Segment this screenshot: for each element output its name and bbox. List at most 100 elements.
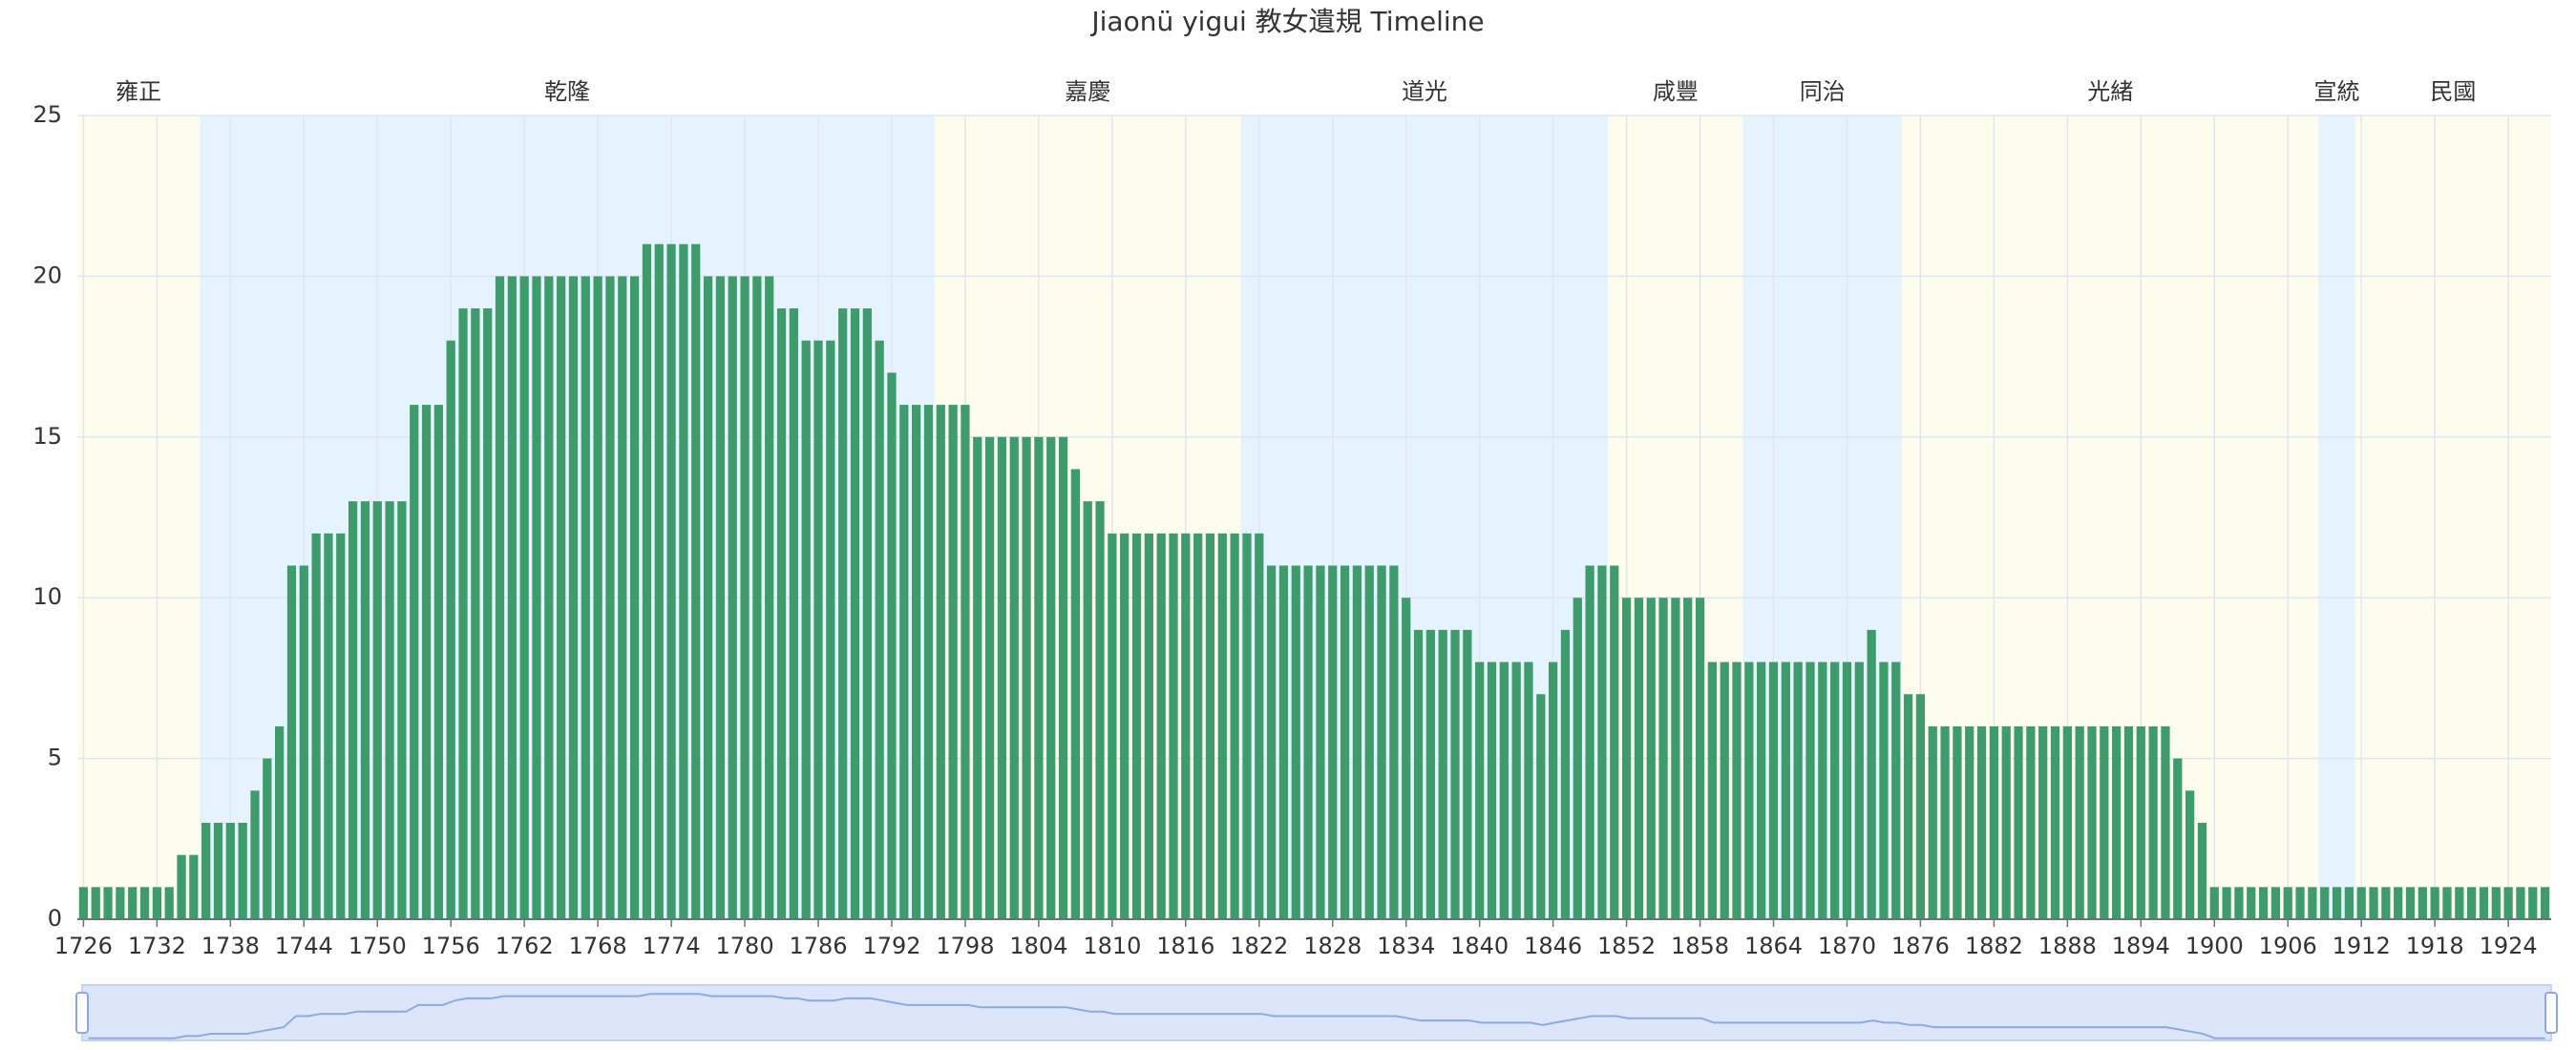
bar xyxy=(1009,436,1019,919)
bar xyxy=(495,276,505,919)
bar xyxy=(1793,662,1803,919)
era-band xyxy=(2318,116,2355,919)
bar xyxy=(1805,662,1815,919)
bar xyxy=(1181,533,1191,919)
bar xyxy=(752,276,762,919)
bar xyxy=(984,436,995,919)
x-tick-label: 1756 xyxy=(422,933,480,959)
bar xyxy=(2356,887,2366,919)
bar xyxy=(2075,725,2084,919)
x-tick-label: 1882 xyxy=(1965,933,2023,959)
bar xyxy=(1818,662,1827,919)
era-label: 雍正 xyxy=(116,78,161,105)
bar xyxy=(1352,565,1362,919)
bar xyxy=(1768,662,1779,919)
bar xyxy=(1940,725,1950,919)
bar xyxy=(1610,565,1619,919)
bar xyxy=(813,340,823,919)
x-tick-label: 1900 xyxy=(2185,933,2244,959)
bar xyxy=(1658,598,1668,919)
bar xyxy=(1083,501,1092,919)
bar xyxy=(1720,662,1729,919)
bar xyxy=(385,501,394,919)
bar xyxy=(568,276,579,919)
bar xyxy=(1316,565,1325,919)
bar xyxy=(1217,533,1227,919)
bar xyxy=(850,308,860,920)
bar xyxy=(1169,533,1178,919)
bar xyxy=(1070,469,1080,919)
bar xyxy=(2418,887,2427,919)
bar xyxy=(715,276,726,919)
bar xyxy=(1928,725,1937,919)
bar xyxy=(2540,887,2550,919)
bar xyxy=(1022,436,1031,919)
bar xyxy=(2038,725,2048,919)
bar xyxy=(2234,887,2244,919)
bar xyxy=(2308,887,2317,919)
bar xyxy=(139,887,150,919)
bar xyxy=(372,501,382,919)
bar xyxy=(1536,694,1546,919)
bar xyxy=(1034,436,1044,919)
x-tick-label: 1924 xyxy=(2480,933,2538,959)
bar xyxy=(421,405,432,919)
era-band xyxy=(1902,116,2319,919)
bar xyxy=(152,887,161,919)
y-tick-label: 0 xyxy=(48,905,62,932)
bar xyxy=(2405,887,2416,919)
bar xyxy=(189,854,199,919)
x-tick-label: 1846 xyxy=(1524,933,1582,959)
x-tick-label: 1786 xyxy=(789,933,847,959)
bar xyxy=(1732,662,1742,919)
bar xyxy=(1255,533,1264,919)
chart-title: Jiaonü yigui 教女遺規 Timeline xyxy=(1089,6,1484,37)
bar xyxy=(324,533,333,919)
bar xyxy=(164,887,174,919)
zoom-handle xyxy=(2544,992,2558,1034)
bar xyxy=(1597,565,1607,919)
bar xyxy=(912,405,921,919)
bar xyxy=(1278,565,1289,919)
bar xyxy=(1621,598,1632,919)
bar xyxy=(471,308,480,920)
bar xyxy=(1120,533,1130,919)
bar xyxy=(1242,533,1252,919)
bar xyxy=(1413,629,1424,919)
bar xyxy=(1707,662,1717,919)
bar xyxy=(642,243,652,920)
bar xyxy=(1058,436,1068,919)
era-label: 同治 xyxy=(1800,78,1846,105)
bar xyxy=(1915,694,1926,919)
bar xyxy=(201,822,211,919)
era-label: 宣統 xyxy=(2314,78,2360,105)
y-tick-label: 20 xyxy=(32,262,62,288)
bar xyxy=(2123,725,2134,919)
y-tick-label: 15 xyxy=(32,423,62,450)
bar xyxy=(740,276,750,919)
bar xyxy=(263,758,272,919)
bar xyxy=(1891,662,1901,919)
zoom-preview-line xyxy=(88,993,2545,1040)
bar xyxy=(2503,887,2513,919)
bar xyxy=(1095,501,1105,919)
bar xyxy=(360,501,370,919)
x-tick-label: 1780 xyxy=(716,933,774,959)
bar xyxy=(1475,662,1485,919)
bar xyxy=(1328,565,1338,919)
bar xyxy=(2197,822,2207,919)
bar xyxy=(1156,533,1166,919)
bar xyxy=(2467,887,2477,919)
bar xyxy=(776,308,787,920)
bar xyxy=(250,790,260,919)
bar xyxy=(238,822,247,919)
bar xyxy=(1340,565,1350,919)
bar xyxy=(1744,662,1754,919)
x-tick-label: 1888 xyxy=(2038,933,2097,959)
bar xyxy=(862,308,872,920)
bar xyxy=(1389,565,1399,919)
bar xyxy=(2026,725,2036,919)
bar xyxy=(2344,887,2354,919)
bar xyxy=(923,405,934,919)
y-tick-label: 25 xyxy=(32,101,62,128)
